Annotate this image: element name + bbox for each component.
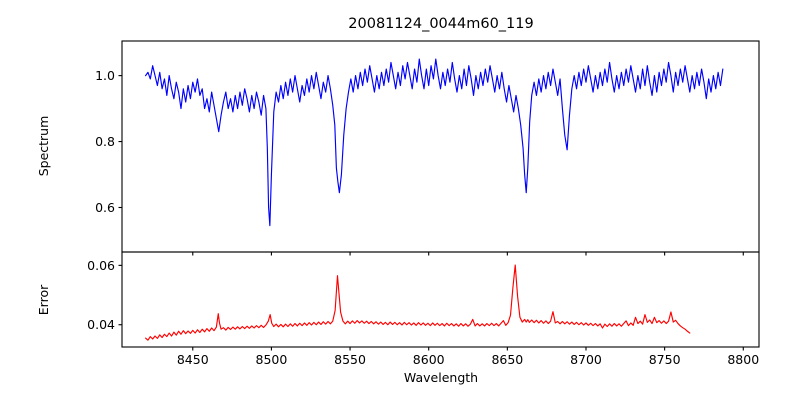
y-tick-label: 0.06 [87,258,115,273]
error-data-line [145,264,691,341]
error-x-ticks: 8450 8500 8550 8600 8650 8700 8750 8800 [177,347,759,367]
x-tick-label: 8650 [491,352,523,367]
y-tick-label: 0.8 [95,134,115,149]
spectrum-y-axis-label: Spectrum [36,116,51,177]
figure-title: 20081124_0044m60_119 [348,16,533,32]
x-axis-label: Wavelength [404,370,478,385]
x-tick-label: 8600 [413,352,445,367]
spectrum-y-ticks: 0.6 0.8 1.0 [95,68,122,215]
x-tick-label: 8700 [570,352,602,367]
spectrum-x-ticks [192,252,744,256]
error-y-axis-label: Error [36,284,51,315]
error-y-ticks: 0.04 0.06 [87,258,122,332]
x-tick-label: 8800 [727,352,759,367]
x-tick-label: 8450 [177,352,209,367]
x-tick-label: 8500 [256,352,288,367]
x-tick-label: 8550 [334,352,366,367]
x-tick-label: 8750 [649,352,681,367]
error-panel: 0.04 0.06 8450 8500 8550 8600 8650 8700 8750 880… [36,251,760,385]
y-tick-label: 0.04 [87,317,115,332]
error-axes-frame [121,251,760,348]
y-tick-label: 1.0 [95,68,115,83]
spectrum-panel: 0.6 0.8 1.0 Spectrum [36,40,760,256]
spectrum-data-line [145,58,724,227]
y-tick-label: 0.6 [95,200,115,215]
